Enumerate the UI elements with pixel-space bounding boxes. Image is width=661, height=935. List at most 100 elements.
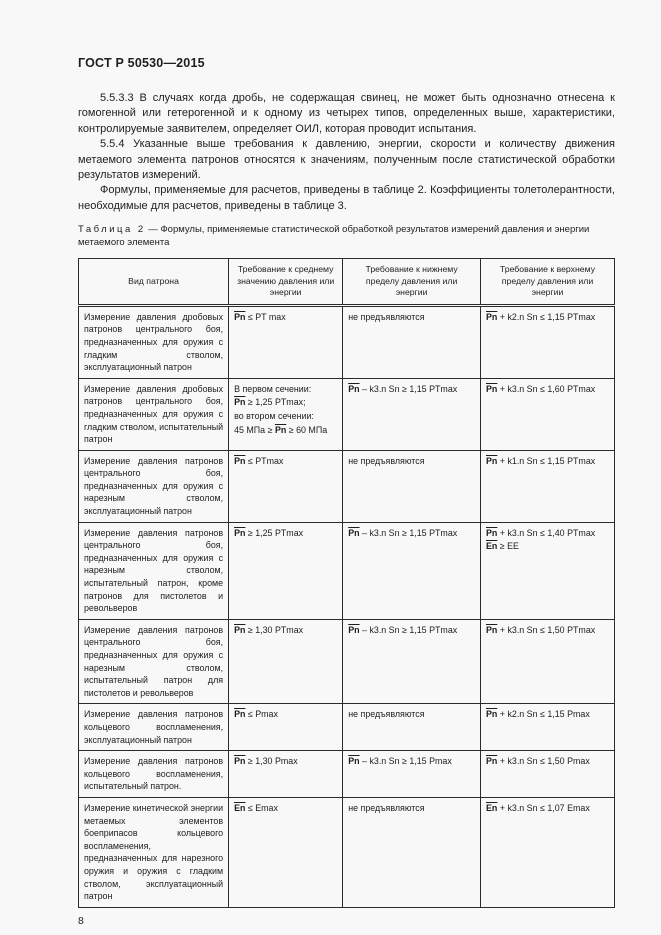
mean-requirement-cell: Pn ≥ 1,30 Pmax	[228, 750, 344, 798]
mean-value-symbol: Pn	[234, 527, 246, 538]
paragraph-formulas: Формулы, применяемые для расчетов, приве…	[78, 184, 615, 212]
formula-text: ≥ 1,30 PTmax	[245, 624, 304, 635]
lower-requirement-cell: Pn – k3.n Sn ≥ 1,15 Pmax	[342, 750, 481, 798]
mean-value-symbol: En	[234, 802, 246, 813]
table-row: Измерение давления патронов кольцевого в…	[77, 703, 616, 752]
mean-value-symbol: Pn	[234, 709, 246, 720]
formula-text: 45 МПа ≥	[234, 424, 275, 435]
mean-value-symbol: Pn	[234, 756, 246, 767]
table-body: Измерение давления дробовых патронов цен…	[77, 304, 616, 908]
mean-value-symbol: Pn	[485, 383, 498, 394]
upper-requirement-cell: En + k3.n Sn ≤ 1,07 Emax	[479, 796, 616, 908]
lower-requirement-cell: Pn – k3.n Sn ≥ 1,15 PTmax	[342, 377, 481, 451]
formula-text: ≥ 60 МПа	[286, 424, 328, 435]
column-header-upper: Требование к верхнему пределу давления и…	[479, 258, 616, 307]
mean-value-symbol: Pn	[234, 455, 246, 466]
formula-text: ≤ PT max	[245, 311, 286, 322]
mean-value-symbol: Pn	[485, 455, 498, 466]
formula-text: В первом сечении:	[234, 383, 312, 394]
mean-value-symbol: Pn	[485, 624, 498, 635]
table-row: Измерение давления дробовых патронов цен…	[77, 304, 616, 379]
cartridge-kind-cell: Измерение давления дробовых патронов цен…	[77, 377, 230, 451]
formula-text: ≥ 1,25 PTmax;	[245, 397, 306, 408]
mean-requirement-cell: В первом сечении: Pn ≥ 1,25 PTmax; во втор…	[228, 377, 344, 451]
mean-requirement-cell: Pn ≤ PTmax	[228, 449, 344, 523]
formula-text: ≤ Pmax	[245, 709, 278, 720]
mean-value-symbol: Pn	[348, 527, 360, 538]
table-row: Измерение давления патронов кольцевого в…	[77, 750, 616, 798]
formula-text: – k3.n Sn ≥ 1,15 PTmax	[359, 624, 458, 635]
mean-value-symbol: Pn	[234, 397, 246, 408]
table-row: Измерение давления патронов центрального…	[77, 521, 616, 620]
formula-text: + k3.n Sn ≤ 1,60 PTmax	[497, 383, 596, 394]
formula-text: + k3.n Sn ≤ 1,50 PTmax	[497, 624, 596, 635]
mean-value-symbol: Pn	[234, 311, 246, 322]
upper-requirement-cell: Pn + k3.n Sn ≤ 1,60 PTmax	[479, 377, 616, 451]
upper-requirement-cell: Pn + k3.n Sn ≤ 1,50 PTmax	[479, 618, 616, 705]
formula-text: ≤ PTmax	[245, 455, 284, 466]
cartridge-kind-cell: Измерение давления патронов кольцевого в…	[77, 703, 230, 752]
table-row: Измерение кинетической энергии метаемых …	[77, 796, 616, 908]
upper-requirement-cell: Pn + k1.n Sn ≤ 1,15 PTmax	[479, 449, 616, 523]
mean-requirement-cell: Pn ≤ Pmax	[228, 703, 344, 752]
page-number: 8	[78, 914, 84, 927]
document-header: ГОСТ Р 50530—2015	[78, 56, 205, 70]
column-header-mean: Требование к среднему значению давления …	[228, 258, 344, 307]
formula-text: ≤ Emax	[245, 802, 278, 813]
table-title: — Формулы, применяемые статистической об…	[78, 224, 590, 249]
lower-requirement-cell: не предъявляются	[342, 703, 481, 752]
mean-requirement-cell: Pn ≥ 1,30 PTmax	[228, 618, 344, 705]
cartridge-kind-cell: Измерение давления патронов центрального…	[77, 449, 230, 523]
mean-value-symbol: Pn	[348, 756, 360, 767]
mean-value-symbol: Pn	[348, 383, 360, 394]
mean-value-symbol: En	[485, 541, 498, 552]
mean-value-symbol: Pn	[274, 424, 287, 435]
page-content: ГОСТ Р 50530—2015 5.5.3.3 В случаях когд…	[77, 56, 616, 927]
cartridge-kind-cell: Измерение давления патронов кольцевого в…	[77, 750, 230, 798]
formula-text: + k3.n Sn ≤ 1,50 Pmax	[497, 756, 590, 767]
formula-text: ≥ 1,30 Pmax	[245, 756, 298, 767]
formula-text: во втором сечении:	[234, 410, 314, 421]
formula-text: не предъявляются	[348, 311, 425, 322]
upper-requirement-cell: Pn + k3.n Sn ≤ 1,50 Pmax	[479, 750, 616, 798]
formula-text: – k3.n Sn ≥ 1,15 PTmax	[359, 527, 458, 538]
formula-text: не предъявляются	[348, 455, 425, 466]
table-header: Вид патрона Требование к среднему значен…	[77, 258, 616, 307]
mean-value-symbol: Pn	[485, 709, 498, 720]
table-label: Таблица 2	[78, 224, 146, 236]
formula-text: ≥ EE	[497, 541, 519, 552]
mean-requirement-cell: Pn ≥ 1,25 PTmax	[228, 521, 344, 620]
table-row: Измерение давления дробовых патронов цен…	[77, 377, 616, 451]
cartridge-kind-cell: Измерение давления дробовых патронов цен…	[77, 304, 230, 379]
lower-requirement-cell: не предъявляются	[342, 796, 481, 908]
column-header-lower: Требование к нижнему пределу давления ил…	[342, 258, 481, 307]
table-row: Измерение давления патронов центрального…	[77, 449, 616, 523]
table-caption: Таблица 2 — Формулы, применяемые статист…	[78, 223, 615, 249]
upper-requirement-cell: Pn + k2.n Sn ≤ 1,15 PTmax	[479, 304, 616, 379]
formula-text: + k2.n Sn ≤ 1,15 Pmax	[497, 709, 590, 720]
mean-value-symbol: Pn	[348, 624, 360, 635]
lower-requirement-cell: Pn – k3.n Sn ≥ 1,15 PTmax	[342, 618, 481, 705]
formula-text: + k1.n Sn ≤ 1,15 PTmax	[497, 455, 596, 466]
lower-requirement-cell: Pn – k3.n Sn ≥ 1,15 PTmax	[342, 521, 481, 620]
mean-value-symbol: Pn	[234, 624, 246, 635]
formula-text: + k3.n Sn ≤ 1,40 PTmax	[497, 527, 596, 538]
formula-text: не предъявляются	[348, 709, 425, 720]
paragraph-554: 5.5.4 Указанные выше требования к давлен…	[78, 138, 615, 182]
cartridge-kind-cell: Измерение давления патронов центрального…	[77, 521, 230, 620]
lower-requirement-cell: не предъявляются	[342, 304, 481, 379]
paragraph-5533: 5.5.3.3 В случаях когда дробь, не содерж…	[78, 92, 615, 135]
mean-requirement-cell: En ≤ Emax	[228, 796, 344, 908]
mean-value-symbol: Pn	[485, 527, 498, 538]
cartridge-kind-cell: Измерение кинетической энергии метаемых …	[77, 796, 230, 908]
mean-value-symbol: En	[485, 802, 498, 813]
formulas-table: Вид патрона Требование к среднему значен…	[77, 258, 616, 908]
cartridge-kind-cell: Измерение давления патронов центрального…	[77, 618, 230, 705]
formula-text: + k2.n Sn ≤ 1,15 PTmax	[497, 311, 596, 322]
formula-text: не предъявляются	[348, 802, 425, 813]
formula-text: ≥ 1,25 PTmax	[245, 527, 304, 538]
lower-requirement-cell: не предъявляются	[342, 449, 481, 523]
mean-value-symbol: Pn	[485, 756, 498, 767]
column-header-kind: Вид патрона	[77, 258, 230, 307]
